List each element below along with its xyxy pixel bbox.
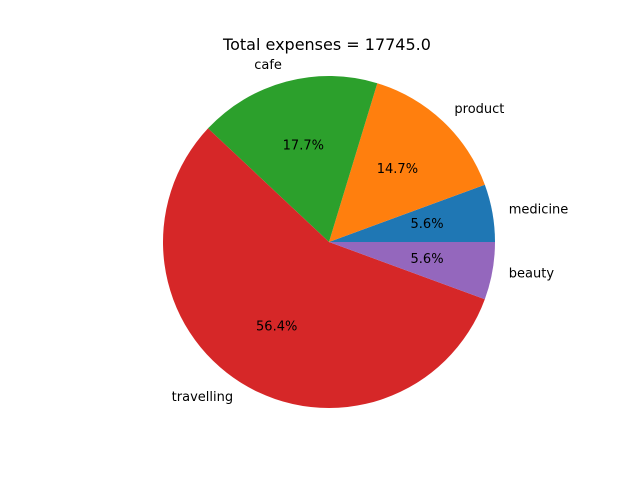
pie-slices (162, 76, 495, 409)
pie-slice-cafe (207, 76, 378, 243)
slice-label-cafe: cafe (254, 58, 282, 73)
percent-label-travelling: 56.4% (256, 319, 297, 334)
chart-title: Total expenses = 17745.0 (222, 35, 431, 54)
slice-label-medicine: medicine (509, 203, 569, 218)
pie-slice-product (329, 83, 485, 242)
pie-slice-beauty (329, 242, 495, 300)
percent-label-cafe: 17.7% (283, 138, 324, 153)
percent-label-product: 14.7% (377, 162, 418, 177)
slice-label-travelling: travelling (172, 390, 233, 405)
pie-slice-medicine (329, 184, 495, 242)
slice-label-product: product (454, 102, 504, 117)
percent-label-medicine: 5.6% (411, 217, 444, 232)
pie-slice-travelling (162, 128, 485, 409)
percent-label-beauty: 5.6% (411, 252, 444, 267)
slice-label-beauty: beauty (509, 266, 555, 281)
slice-labels: medicine 5.6% product 14.7% cafe 17.7% travell… (172, 58, 569, 405)
